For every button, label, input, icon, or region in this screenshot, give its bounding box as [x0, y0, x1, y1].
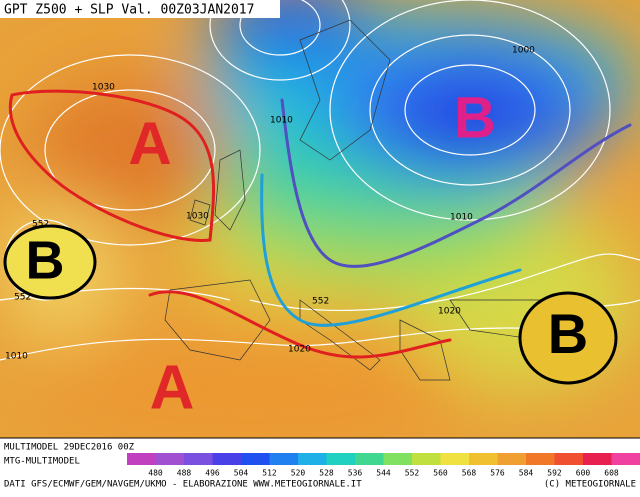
- legend-tick-label: 480: [148, 469, 163, 478]
- high-label: A: [150, 353, 195, 422]
- map-title: GPT Z500 + SLP Val. 00Z03JAN2017: [4, 3, 254, 18]
- legend-swatch: [384, 453, 413, 465]
- legend-tick-label: 584: [519, 469, 534, 478]
- legend-swatch: [526, 453, 555, 465]
- legend-swatch: [298, 453, 327, 465]
- legend-tick-label: 592: [547, 469, 562, 478]
- legend-swatch: [327, 453, 356, 465]
- legend-tick-label: 608: [604, 469, 619, 478]
- model-run: MULTIMODEL 29DEC2016 00Z: [4, 443, 135, 453]
- legend-tick-label: 600: [576, 469, 591, 478]
- legend-swatch: [612, 453, 640, 465]
- legend-swatch: [412, 453, 441, 465]
- legend-tick-label: 504: [234, 469, 249, 478]
- legend-tick-label: 552: [405, 469, 420, 478]
- legend-swatch: [555, 453, 584, 465]
- low-label: B: [454, 85, 496, 150]
- legend-swatch: [498, 453, 527, 465]
- legend-tick-label: 536: [348, 469, 363, 478]
- contour-label: 552: [312, 297, 329, 307]
- legend-swatch: [156, 453, 185, 465]
- contour-label: 1020: [288, 345, 311, 355]
- contour-label: 1030: [186, 212, 209, 222]
- legend-tick-label: 544: [376, 469, 391, 478]
- legend-tick-label: 496: [205, 469, 220, 478]
- legend-swatch: [583, 453, 612, 465]
- legend-tick-label: 520: [291, 469, 306, 478]
- legend-swatch: [270, 453, 299, 465]
- copyright: (C) METEOGIORNALE: [544, 480, 636, 490]
- legend-swatch: [355, 453, 384, 465]
- map: A B B A B 1030 1000 1010 1030 552 552 10…: [0, 0, 640, 450]
- legend-swatch: [184, 453, 213, 465]
- low-label: B: [548, 302, 588, 365]
- contour-label: 1010: [450, 213, 473, 223]
- contour-label: 1010: [5, 352, 28, 362]
- low-label: B: [26, 230, 65, 290]
- legend-swatch: [241, 453, 270, 465]
- contour-label: 1010: [270, 116, 293, 126]
- contour-label: 1030: [92, 83, 115, 93]
- legend-swatch: [213, 453, 242, 465]
- contour-label: 552: [32, 220, 49, 230]
- data-sources: DATI GFS/ECMWF/GEM/NAVGEM/UKMO - ELABORA…: [4, 480, 362, 490]
- legend-tick-label: 568: [462, 469, 477, 478]
- legend-swatch: [441, 453, 470, 465]
- contour-label: 552: [14, 293, 31, 303]
- legend-tick-label: 488: [177, 469, 192, 478]
- legend-swatch: [469, 453, 498, 465]
- legend-tick-label: 528: [319, 469, 334, 478]
- color-legend: 480 488 496 504 512 520 528 536 544 552 560 568 576 5…: [127, 453, 640, 478]
- legend-tick-label: 560: [433, 469, 448, 478]
- model-name: MTG-MULTIMODEL: [4, 457, 80, 467]
- legend-tick-label: 512: [262, 469, 277, 478]
- contour-label: 1020: [438, 307, 461, 317]
- contour-label: 1000: [512, 46, 535, 56]
- legend-tick-label: 576: [490, 469, 505, 478]
- legend-swatch: [127, 453, 156, 465]
- high-label: A: [128, 110, 171, 177]
